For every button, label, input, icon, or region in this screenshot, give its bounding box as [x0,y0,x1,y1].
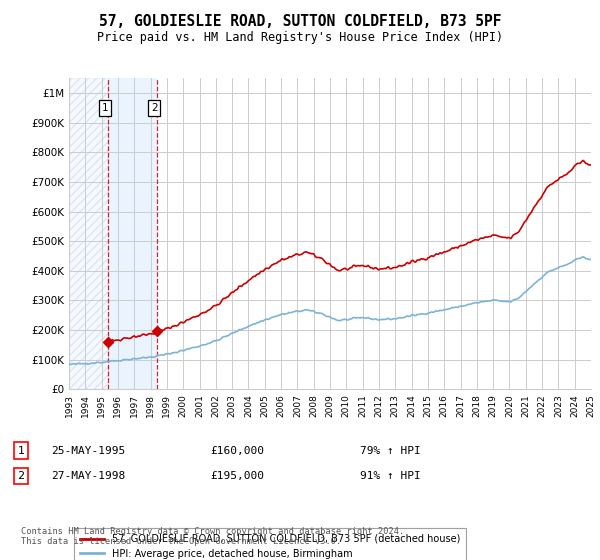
Text: 27-MAY-1998: 27-MAY-1998 [51,471,125,481]
Text: £160,000: £160,000 [210,446,264,456]
Text: 57, GOLDIESLIE ROAD, SUTTON COLDFIELD, B73 5PF: 57, GOLDIESLIE ROAD, SUTTON COLDFIELD, B… [99,14,501,29]
Text: 25-MAY-1995: 25-MAY-1995 [51,446,125,456]
Text: Price paid vs. HM Land Registry's House Price Index (HPI): Price paid vs. HM Land Registry's House … [97,31,503,44]
Legend: 57, GOLDIESLIE ROAD, SUTTON COLDFIELD, B73 5PF (detached house), HPI: Average pr: 57, GOLDIESLIE ROAD, SUTTON COLDFIELD, B… [74,528,466,560]
Text: Contains HM Land Registry data © Crown copyright and database right 2024.
This d: Contains HM Land Registry data © Crown c… [21,526,404,546]
Text: 1: 1 [102,103,109,113]
Text: 2: 2 [17,471,25,481]
Text: 2: 2 [151,103,158,113]
Bar [108,78,157,389]
Text: 79% ↑ HPI: 79% ↑ HPI [360,446,421,456]
Text: £195,000: £195,000 [210,471,264,481]
Bar [69,78,108,389]
Text: 91% ↑ HPI: 91% ↑ HPI [360,471,421,481]
Text: 1: 1 [17,446,25,456]
